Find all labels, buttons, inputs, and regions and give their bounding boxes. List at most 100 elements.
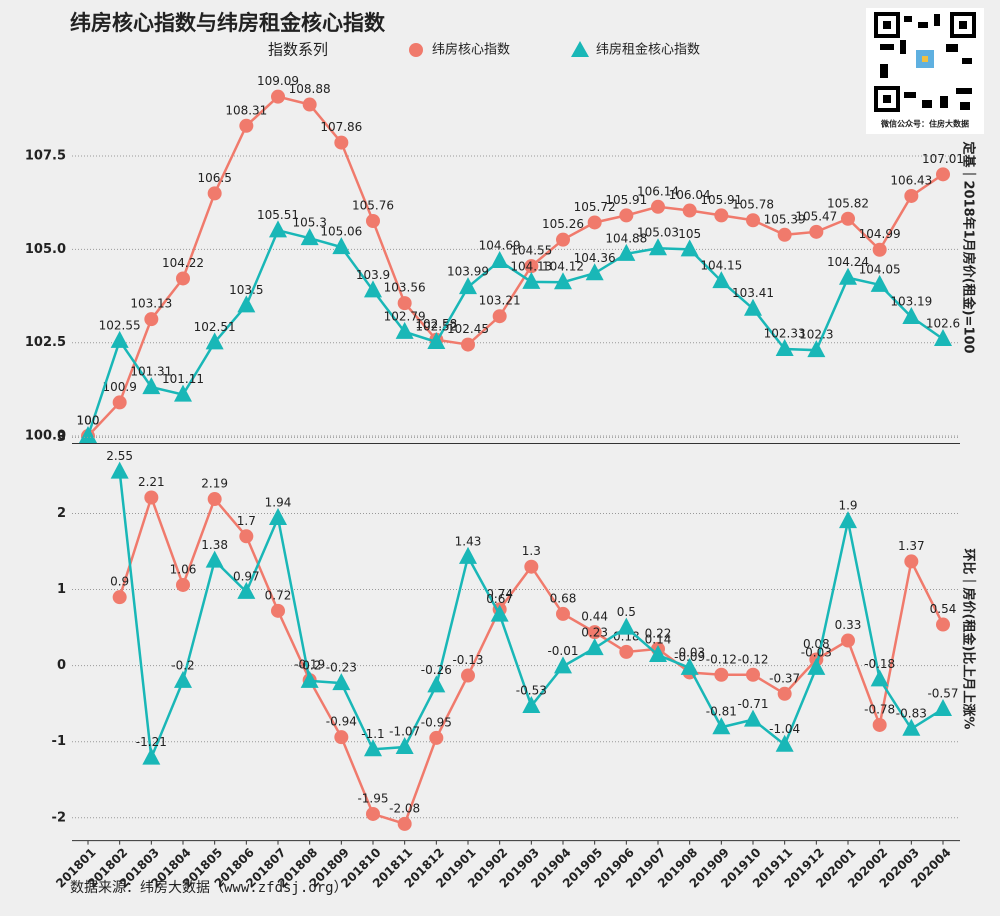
data-point: [174, 670, 192, 688]
data-label: 105.76: [352, 198, 394, 212]
data-point: [174, 384, 192, 402]
data-label: 107.86: [320, 120, 362, 134]
data-point: [680, 657, 699, 675]
data-label: 0.97: [233, 569, 260, 583]
y-tick-label: -1: [52, 734, 66, 749]
data-label: -0.2: [298, 658, 321, 672]
data-point: [809, 224, 824, 239]
data-label: -0.83: [896, 706, 927, 720]
data-point: [110, 330, 129, 348]
data-point: [110, 461, 129, 479]
data-point: [269, 220, 287, 238]
data-point: [461, 337, 475, 352]
data-point: [682, 203, 697, 218]
data-point: [934, 698, 952, 716]
data-label: 105.47: [795, 209, 837, 223]
data-label: 105.91: [700, 193, 742, 207]
data-point: [714, 667, 729, 682]
data-label: 103.19: [890, 294, 932, 308]
data-label: 1.94: [265, 496, 292, 510]
data-label: -0.37: [769, 671, 800, 685]
data-point: [300, 670, 319, 688]
data-point: [839, 267, 857, 285]
data-label: 0.23: [581, 626, 608, 640]
data-label: 1.7: [237, 514, 256, 528]
data-point: [617, 617, 636, 635]
data-label: 102.51: [194, 320, 236, 334]
data-label: -0.09: [674, 650, 705, 664]
data-label: 1.38: [201, 538, 228, 552]
data-label: 107.01: [922, 152, 964, 166]
data-point: [205, 332, 224, 350]
data-point: [239, 529, 254, 544]
data-point: [587, 215, 602, 230]
data-point: [807, 657, 826, 675]
data-label: 104.55: [510, 244, 552, 258]
data-point: [619, 644, 634, 659]
y-tick-label: 107.5: [25, 149, 66, 164]
data-label: 102.45: [447, 322, 489, 336]
data-label: -0.12: [706, 652, 737, 666]
data-point: [144, 312, 159, 327]
data-label: 0.33: [835, 618, 862, 632]
data-label: -0.81: [706, 705, 737, 719]
data-point: [271, 89, 285, 104]
data-label: 103.9: [356, 268, 390, 282]
data-label: 102.33: [764, 327, 806, 341]
data-label: 104.13: [510, 259, 552, 273]
data-point: [429, 730, 444, 745]
y-tick-label: 105.0: [25, 242, 66, 257]
data-label: 0.68: [550, 591, 577, 605]
series-line: [86, 228, 944, 437]
data-label: 105.26: [542, 217, 584, 231]
data-point: [492, 309, 507, 324]
data-label: -0.18: [864, 657, 895, 671]
data-point: [841, 211, 855, 226]
data-point: [427, 331, 446, 349]
data-label: 106.04: [669, 188, 711, 202]
y-tick-label: 102.5: [25, 335, 66, 350]
data-point: [332, 237, 351, 255]
data-point: [649, 238, 667, 256]
data-point: [490, 604, 509, 622]
data-label: 106.14: [637, 184, 679, 198]
data-label: 1.43: [455, 534, 482, 548]
data-point: [902, 718, 921, 736]
data-point: [872, 242, 887, 257]
data-point: [617, 243, 636, 261]
data-label: 103.21: [479, 294, 521, 308]
data-label: 0.72: [265, 588, 292, 602]
data-label: 0.14: [645, 632, 672, 646]
qr-code: [866, 8, 984, 134]
data-label: 101.11: [162, 372, 204, 386]
data-label: -1.95: [357, 791, 388, 805]
y-tick-label: 100.0: [25, 429, 66, 444]
data-point: [397, 296, 412, 311]
data-label: 1.06: [170, 562, 197, 576]
data-point: [934, 328, 952, 346]
data-point: [207, 492, 222, 507]
data-point: [904, 188, 919, 203]
data-point: [239, 118, 254, 133]
data-label: 106.5: [197, 171, 231, 185]
data-label: 102.58: [415, 317, 457, 331]
data-point: [746, 667, 760, 682]
data-label: 0.54: [930, 602, 957, 616]
data-point: [777, 686, 792, 701]
data-label: 109.09: [257, 74, 299, 88]
data-label: 102.52: [415, 319, 457, 333]
data-label: -1.07: [389, 725, 420, 739]
data-point: [872, 717, 887, 732]
data-point: [587, 625, 602, 640]
data-label: -0.2: [171, 658, 194, 672]
data-label: 105.06: [320, 225, 362, 239]
data-point: [176, 577, 190, 592]
data-point: [142, 747, 161, 765]
data-label: 100: [77, 414, 100, 428]
data-label: 104.15: [700, 259, 742, 273]
y-tick-label: 1: [57, 582, 66, 597]
data-label: -0.57: [927, 686, 958, 700]
data-label: 105.03: [637, 226, 679, 240]
data-label: -0.26: [421, 663, 452, 677]
